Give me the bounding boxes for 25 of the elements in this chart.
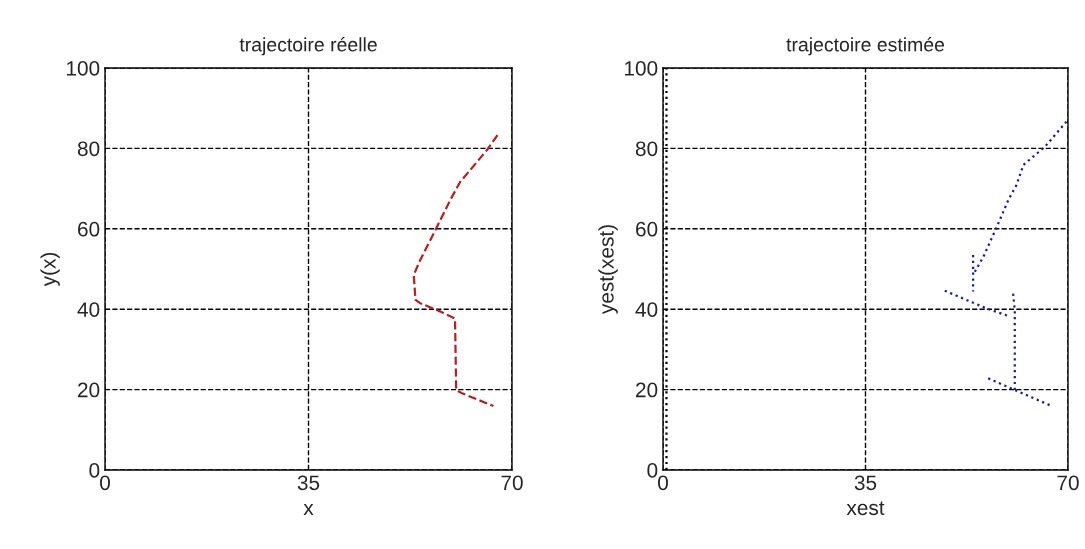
x-tick-label: 35 bbox=[297, 475, 320, 491]
y-tick-label: 40 bbox=[635, 302, 658, 317]
chart-title: trajectoire réelle bbox=[239, 37, 377, 56]
y-axis-title: yest(xest) bbox=[598, 225, 618, 315]
y-tick-label: 0 bbox=[89, 463, 100, 478]
chart-title: trajectoire estimée bbox=[786, 37, 945, 56]
y-tick-label: 60 bbox=[78, 221, 100, 237]
y-tick-label: 100 bbox=[624, 61, 658, 76]
y-tick-label: 80 bbox=[635, 141, 658, 157]
x-tick-label: 0 bbox=[100, 475, 110, 491]
x-axis-title: xest bbox=[846, 501, 885, 516]
x-axis-title: x bbox=[303, 503, 314, 515]
y-tick-label: 0 bbox=[647, 463, 658, 478]
y-axis-title: y(x) bbox=[40, 252, 60, 287]
x-tick-label: 70 bbox=[501, 475, 523, 491]
x-tick-label: 35 bbox=[854, 475, 877, 491]
y-tick-label: 40 bbox=[77, 302, 100, 317]
y-tick-label: 80 bbox=[77, 141, 100, 157]
y-tick-label: 60 bbox=[636, 221, 658, 237]
y-tick-label: 100 bbox=[66, 61, 100, 76]
line-series bbox=[412, 134, 499, 408]
y-tick-label: 20 bbox=[78, 382, 100, 398]
x-tick-label: 0 bbox=[658, 475, 668, 491]
y-tick-label: 20 bbox=[636, 382, 658, 398]
x-tick-label: 70 bbox=[1057, 475, 1079, 491]
